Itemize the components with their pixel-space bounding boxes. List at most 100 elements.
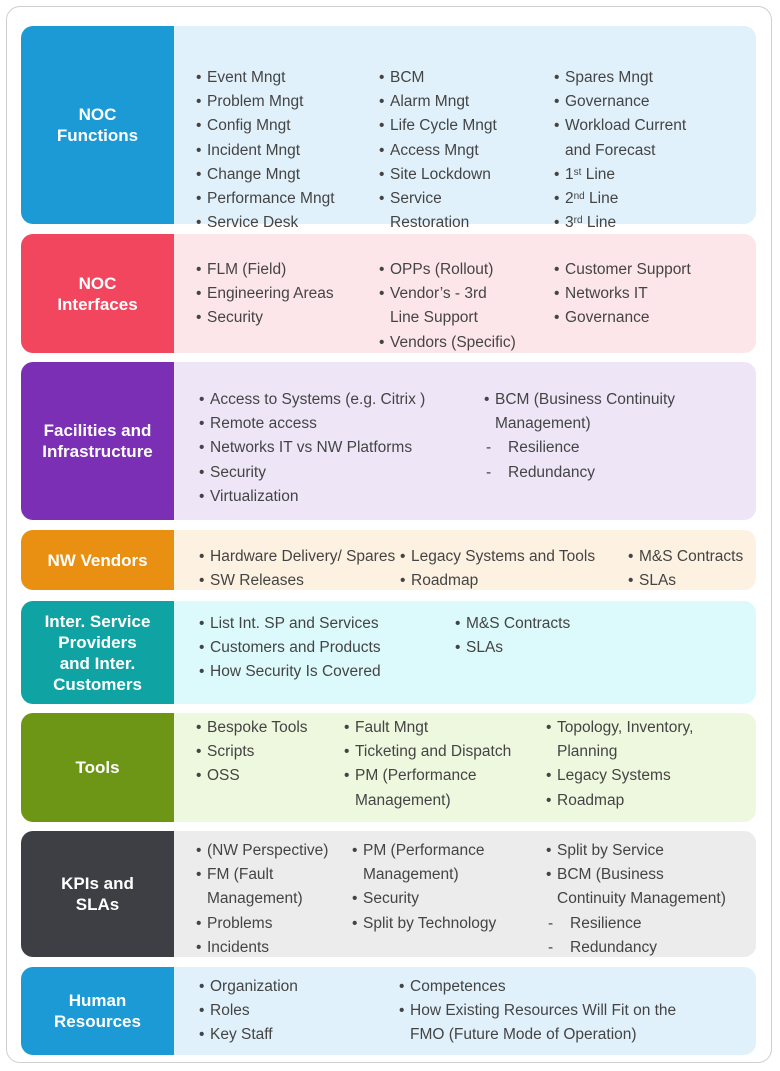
list-item: Scripts: [196, 740, 308, 764]
list-item: Split by Service: [546, 839, 726, 863]
list-item: Service Restoration: [379, 187, 497, 235]
section-label: KPIs and SLAs: [21, 831, 174, 957]
section-kpis-and-slas: KPIs and SLAs (NW Perspective)FM (Fault M…: [21, 831, 756, 960]
section-label: Human Resources: [21, 967, 174, 1055]
section-column: PM (Performance Management)SecuritySplit…: [352, 839, 496, 936]
list-item: M&S Contracts: [628, 545, 743, 569]
section-human-resources: Human Resources OrganizationRolesKey Staf…: [21, 967, 756, 1055]
section-body: (NW Perspective)FM (Fault Management)Pro…: [174, 831, 756, 960]
list-item: Virtualization: [199, 485, 425, 509]
sub-item: Redundancy: [546, 936, 726, 960]
list-item: Service Desk: [196, 211, 335, 235]
list-item: Networks IT: [554, 282, 691, 306]
section-label-text: Human Resources: [54, 991, 141, 1031]
section-nw-vendors: NW Vendors Hardware Delivery/ SparesSW Re…: [21, 530, 756, 594]
list-item: Alarm Mngt: [379, 90, 497, 114]
list-item: Vendor’s - 3rd Line Support: [379, 282, 516, 330]
section-tools: Tools Bespoke ToolsScriptsOSS Fault MngtTi…: [21, 713, 756, 822]
section-column: Hardware Delivery/ SparesSW Releases: [199, 545, 395, 594]
list-item: Life Cycle Mngt: [379, 114, 497, 138]
list-item: Workload Current and Forecast: [554, 114, 686, 162]
list-item: PM (Performance Management): [344, 764, 511, 812]
list-item: Access to Systems (e.g. Citrix ): [199, 388, 425, 412]
section-body: FLM (Field)Engineering AreasSecurity OPPs…: [174, 234, 756, 355]
list-item: OSS: [196, 764, 308, 788]
list-item: Change Mngt: [196, 163, 335, 187]
section-column: Fault MngtTicketing and DispatchPM (Perf…: [344, 716, 511, 813]
list-item: Legacy Systems and Tools: [400, 545, 595, 569]
list-item: Vendors (Specific): [379, 331, 516, 355]
list-item: Governance: [554, 90, 686, 114]
section-label-text: NOC Interfaces: [57, 273, 138, 314]
sub-item: Redundancy: [484, 461, 675, 485]
list-item: Security: [196, 306, 334, 330]
list-item: FLM (Field): [196, 258, 334, 282]
list-item: Competences: [399, 975, 676, 999]
section-label: Tools: [21, 713, 174, 822]
list-item: Incident Mngt: [196, 139, 335, 163]
list-item: BCM: [379, 66, 497, 90]
list-item: Roles: [199, 999, 298, 1023]
section-column: Customer SupportNetworks ITGovernance: [554, 258, 691, 331]
list-item: Roadmap: [400, 569, 595, 593]
list-item: Event Mngt: [196, 66, 335, 90]
section-column: Access to Systems (e.g. Citrix )Remote a…: [199, 388, 425, 509]
sub-item: Resilience: [546, 912, 726, 936]
section-column: CompetencesHow Existing Resources Will F…: [399, 975, 676, 1048]
sub-item: Resilience: [484, 436, 675, 460]
list-item: Problems: [196, 912, 328, 936]
section-column: OrganizationRolesKey Staff: [199, 975, 298, 1048]
list-item: Key Staff: [199, 1023, 298, 1047]
list-item: Security: [199, 461, 425, 485]
list-item: Split by Technology: [352, 912, 496, 936]
list-item: BCM (Business Continuity Management): [484, 388, 675, 436]
list-item: How Security Is Covered: [199, 660, 381, 684]
section-body: Bespoke ToolsScriptsOSS Fault MngtTicketi…: [174, 713, 756, 822]
section-label: NOC Functions: [21, 26, 174, 224]
list-item: Governance: [554, 306, 691, 330]
section-label: Facilities and Infrastructure: [21, 362, 174, 520]
list-item: M&S Contracts: [455, 612, 570, 636]
list-item: Roadmap: [546, 789, 693, 813]
list-item: Access Mngt: [379, 139, 497, 163]
section-label-text: NW Vendors: [47, 550, 148, 570]
section-column: List Int. SP and ServicesCustomers and P…: [199, 612, 381, 685]
list-item: List Int. SP and Services: [199, 612, 381, 636]
list-item: BCM (Business Continuity Management): [546, 863, 726, 911]
list-item: Problem Mngt: [196, 90, 335, 114]
list-item: Topology, Inventory, Planning: [546, 716, 693, 764]
section-column: OPPs (Rollout)Vendor’s - 3rd Line Suppor…: [379, 258, 516, 355]
list-item: Organization: [199, 975, 298, 999]
section-column: BCM (Business Continuity Management)Resi…: [484, 388, 675, 485]
list-item: Spares Mngt: [554, 66, 686, 90]
list-item: 2nd Line: [554, 187, 686, 211]
list-item: SLAs: [628, 569, 743, 593]
list-item: SLAs: [455, 636, 570, 660]
list-item: (NW Perspective): [196, 839, 328, 863]
section-label-text: Facilities and Infrastructure: [42, 421, 153, 461]
section-noc-interfaces: NOC Interfaces FLM (Field)Engineering Are…: [21, 234, 756, 355]
section-label-text: Tools: [75, 758, 120, 777]
list-item: Legacy Systems: [546, 764, 693, 788]
section-body: List Int. SP and ServicesCustomers and P…: [174, 601, 756, 704]
list-item: SW Releases: [199, 569, 395, 593]
list-item: Ticketing and Dispatch: [344, 740, 511, 764]
list-item: Fault Mngt: [344, 716, 511, 740]
list-item: Incidents: [196, 936, 328, 960]
section-column: Split by ServiceBCM (Business Continuity…: [546, 839, 726, 960]
list-item: Bespoke Tools: [196, 716, 308, 740]
section-column: Event MngtProblem MngtConfig MngtInciden…: [196, 66, 335, 236]
section-column: Topology, Inventory, PlanningLegacy Syst…: [546, 716, 693, 813]
section-column: (NW Perspective)FM (Fault Management)Pro…: [196, 839, 328, 960]
section-label: NW Vendors: [21, 530, 174, 590]
list-item: Config Mngt: [196, 114, 335, 138]
list-item: 1st Line: [554, 163, 686, 187]
section-label-text: KPIs and SLAs: [61, 874, 134, 914]
list-item: Customer Support: [554, 258, 691, 282]
section-column: Bespoke ToolsScriptsOSS: [196, 716, 308, 789]
list-item: Hardware Delivery/ Spares: [199, 545, 395, 569]
list-item: PM (Performance Management): [352, 839, 496, 887]
list-item: 3rd Line: [554, 211, 686, 235]
section-body: Access to Systems (e.g. Citrix )Remote a…: [174, 362, 756, 520]
section-label: NOC Interfaces: [21, 234, 174, 353]
